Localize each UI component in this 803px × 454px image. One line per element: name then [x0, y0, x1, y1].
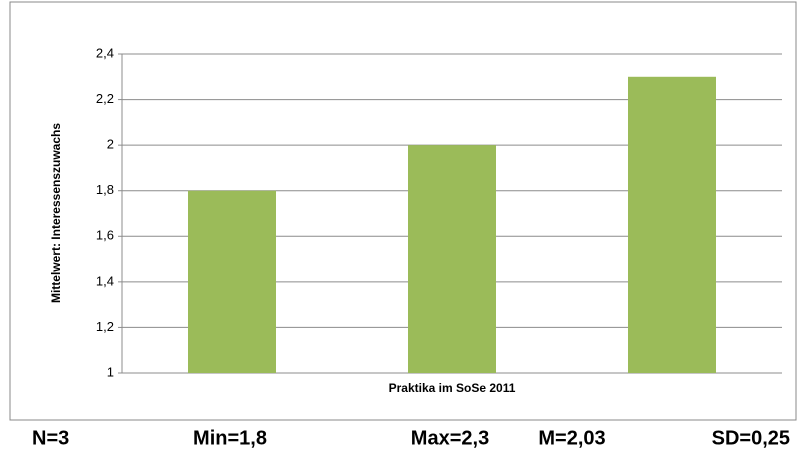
y-tick-label: 1,2 — [96, 319, 114, 334]
statistic: N=3 — [32, 427, 69, 449]
statistic: SD=0,25 — [712, 427, 790, 449]
bar — [408, 145, 496, 373]
y-tick-label: 1,6 — [96, 228, 114, 243]
bar — [188, 190, 276, 373]
y-tick-label: 1,4 — [96, 273, 114, 288]
x-axis-title: Praktika im SoSe 2011 — [389, 381, 516, 395]
y-axis-title: Mittelwert: Interessenszuwachs — [49, 123, 63, 303]
statistic: M=2,03 — [538, 427, 605, 449]
y-tick-label: 2,4 — [96, 45, 114, 60]
y-tick-label: 1,8 — [96, 182, 114, 197]
statistic: Min=1,8 — [193, 427, 267, 449]
bar — [628, 76, 716, 374]
y-tick-label: 1 — [107, 364, 114, 379]
y-tick-label: 2,2 — [96, 91, 114, 106]
y-tick-label: 2 — [107, 137, 114, 152]
statistic: Max=2,3 — [411, 427, 489, 449]
